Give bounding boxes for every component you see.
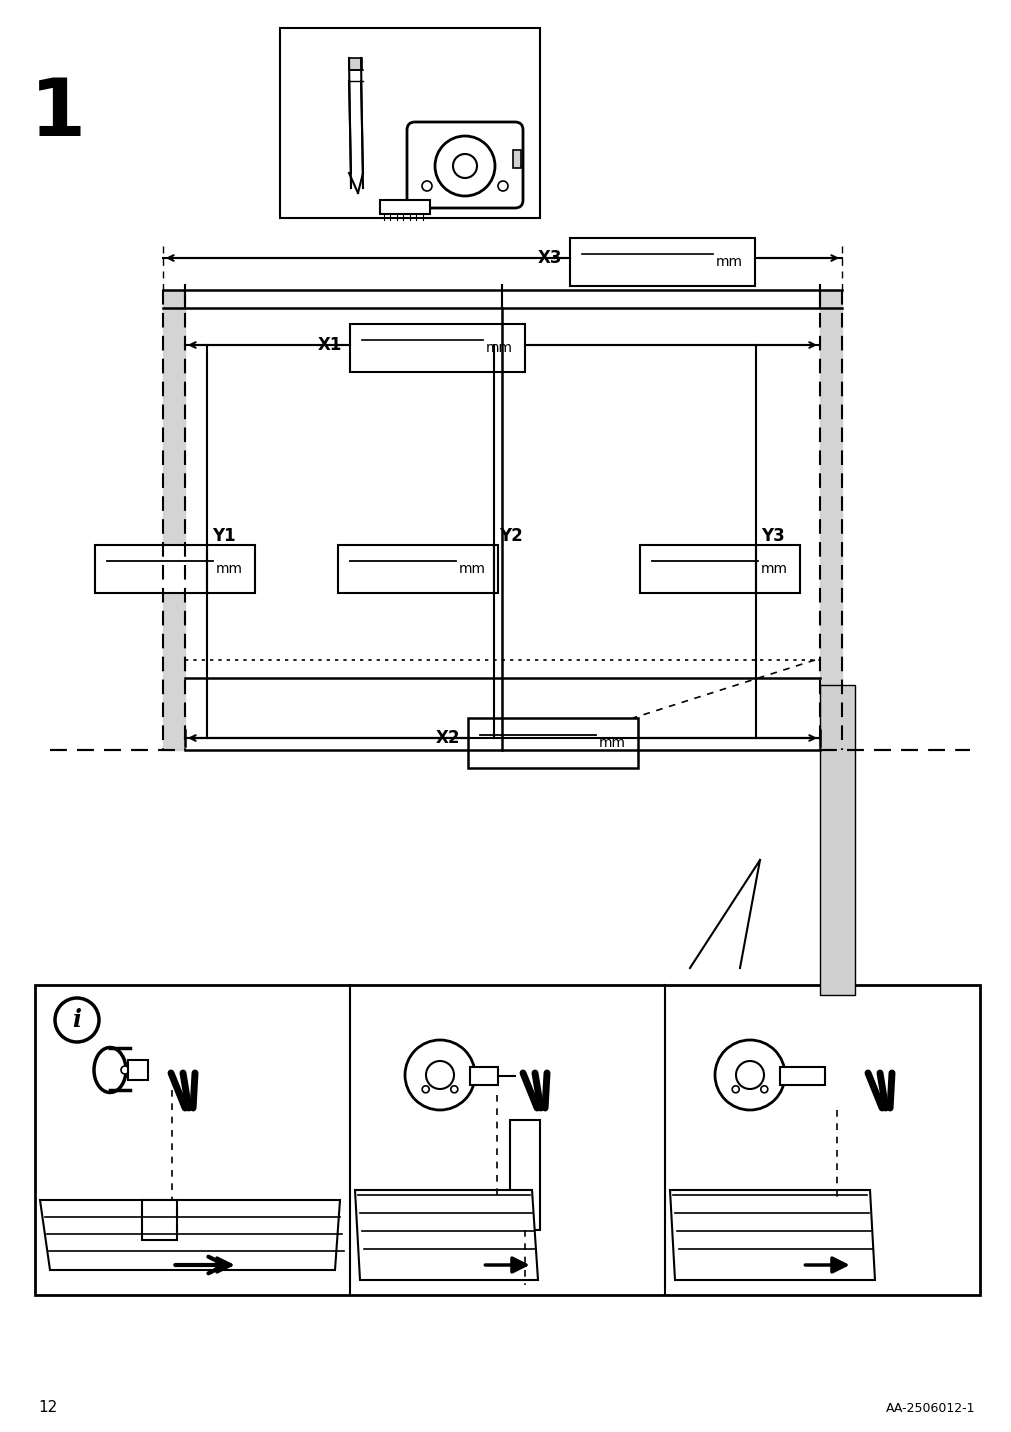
- Text: AA-2506012-1: AA-2506012-1: [885, 1402, 974, 1415]
- Bar: [467, 717, 637, 768]
- Bar: [513, 150, 521, 168]
- Bar: [379, 200, 430, 213]
- Text: 12: 12: [38, 1400, 58, 1415]
- Circle shape: [715, 1040, 785, 1110]
- Polygon shape: [669, 1190, 875, 1280]
- Circle shape: [453, 155, 476, 178]
- Polygon shape: [40, 1200, 340, 1270]
- Polygon shape: [355, 1190, 538, 1280]
- Text: X1: X1: [317, 337, 342, 354]
- Bar: [569, 238, 754, 286]
- Text: mm: mm: [459, 561, 485, 576]
- Text: mm: mm: [485, 341, 513, 355]
- FancyBboxPatch shape: [406, 122, 523, 208]
- Circle shape: [55, 998, 99, 1042]
- Circle shape: [404, 1040, 474, 1110]
- Bar: [350, 324, 525, 372]
- Text: mm: mm: [716, 255, 742, 269]
- Bar: [510, 1120, 540, 1230]
- Text: Y2: Y2: [498, 527, 523, 546]
- Bar: [469, 1067, 497, 1085]
- Circle shape: [426, 1061, 454, 1088]
- Text: X2: X2: [435, 729, 460, 748]
- Bar: [779, 1067, 824, 1085]
- Circle shape: [735, 1061, 763, 1088]
- Bar: [819, 684, 854, 995]
- Text: mm: mm: [760, 561, 788, 576]
- Bar: [639, 546, 800, 593]
- Text: mm: mm: [215, 561, 243, 576]
- Text: Y1: Y1: [211, 527, 236, 546]
- Text: X3: X3: [537, 249, 561, 266]
- Bar: [280, 29, 540, 218]
- Bar: [35, 985, 979, 1295]
- Text: i: i: [73, 1008, 82, 1032]
- Bar: [349, 59, 362, 70]
- Bar: [127, 1060, 148, 1080]
- Circle shape: [435, 136, 494, 196]
- Text: mm: mm: [599, 736, 626, 750]
- Bar: [338, 546, 497, 593]
- Bar: [95, 546, 255, 593]
- Text: Y3: Y3: [760, 527, 784, 546]
- Text: 1: 1: [30, 74, 86, 153]
- Bar: [143, 1200, 177, 1240]
